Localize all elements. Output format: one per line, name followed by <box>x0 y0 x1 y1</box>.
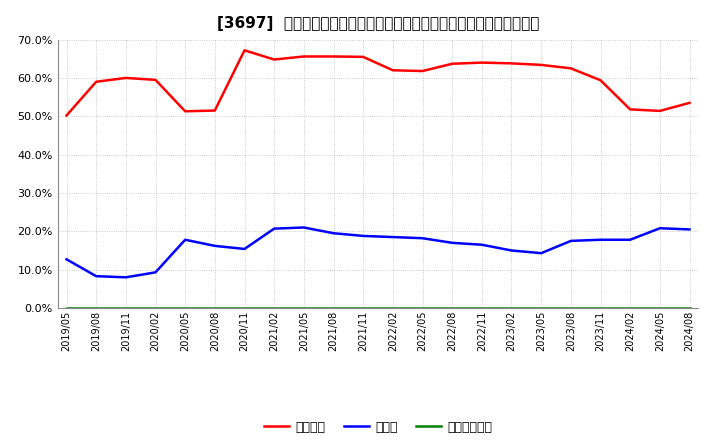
のれん <box>210 243 219 249</box>
のれん <box>270 226 279 231</box>
繰延税金資産 <box>210 305 219 310</box>
繰延税金資産 <box>477 305 486 310</box>
のれん <box>389 235 397 240</box>
のれん <box>448 240 456 246</box>
のれん <box>685 227 694 232</box>
のれん <box>596 237 605 242</box>
のれん <box>300 225 308 230</box>
のれん <box>507 248 516 253</box>
自己資本 <box>329 54 338 59</box>
自己資本 <box>359 54 367 59</box>
自己資本 <box>270 57 279 62</box>
のれん <box>418 235 427 241</box>
繰延税金資産 <box>448 305 456 310</box>
自己資本 <box>477 60 486 65</box>
繰延税金資産 <box>270 305 279 310</box>
繰延税金資産 <box>122 305 130 310</box>
自己資本 <box>181 109 189 114</box>
自己資本 <box>567 66 575 71</box>
Title: [3697]  自己資本、のれん、繰延税金資産の総資産に対する比率の推移: [3697] 自己資本、のれん、繰延税金資産の総資産に対する比率の推移 <box>217 16 539 32</box>
のれん <box>151 270 160 275</box>
のれん <box>626 237 634 242</box>
自己資本 <box>151 77 160 82</box>
自己資本 <box>92 79 101 84</box>
のれん <box>359 233 367 238</box>
繰延税金資産 <box>567 305 575 310</box>
自己資本 <box>62 113 71 118</box>
繰延税金資産 <box>300 305 308 310</box>
のれん <box>240 246 249 252</box>
Legend: 自己資本, のれん, 繰延税金資産: 自己資本, のれん, 繰延税金資産 <box>258 416 498 439</box>
のれん <box>329 231 338 236</box>
自己資本 <box>626 107 634 112</box>
のれん <box>62 257 71 262</box>
Line: 自己資本: 自己資本 <box>66 50 690 116</box>
自己資本 <box>507 61 516 66</box>
のれん <box>655 226 664 231</box>
繰延税金資産 <box>240 305 249 310</box>
繰延税金資産 <box>596 305 605 310</box>
Line: のれん: のれん <box>66 227 690 277</box>
繰延税金資産 <box>685 305 694 310</box>
繰延税金資産 <box>389 305 397 310</box>
繰延税金資産 <box>359 305 367 310</box>
のれん <box>181 237 189 242</box>
繰延税金資産 <box>329 305 338 310</box>
繰延税金資産 <box>181 305 189 310</box>
のれん <box>567 238 575 244</box>
自己資本 <box>448 61 456 66</box>
繰延税金資産 <box>92 305 101 310</box>
繰延税金資産 <box>62 305 71 310</box>
自己資本 <box>122 75 130 81</box>
自己資本 <box>240 48 249 53</box>
繰延税金資産 <box>655 305 664 310</box>
繰延税金資産 <box>537 305 546 310</box>
自己資本 <box>389 68 397 73</box>
のれん <box>537 250 546 256</box>
繰延税金資産 <box>507 305 516 310</box>
繰延税金資産 <box>151 305 160 310</box>
自己資本 <box>596 77 605 83</box>
のれん <box>92 274 101 279</box>
自己資本 <box>210 108 219 113</box>
自己資本 <box>655 108 664 114</box>
自己資本 <box>418 68 427 73</box>
のれん <box>122 275 130 280</box>
自己資本 <box>537 62 546 68</box>
自己資本 <box>685 100 694 106</box>
繰延税金資産 <box>418 305 427 310</box>
自己資本 <box>300 54 308 59</box>
のれん <box>477 242 486 247</box>
繰延税金資産 <box>626 305 634 310</box>
